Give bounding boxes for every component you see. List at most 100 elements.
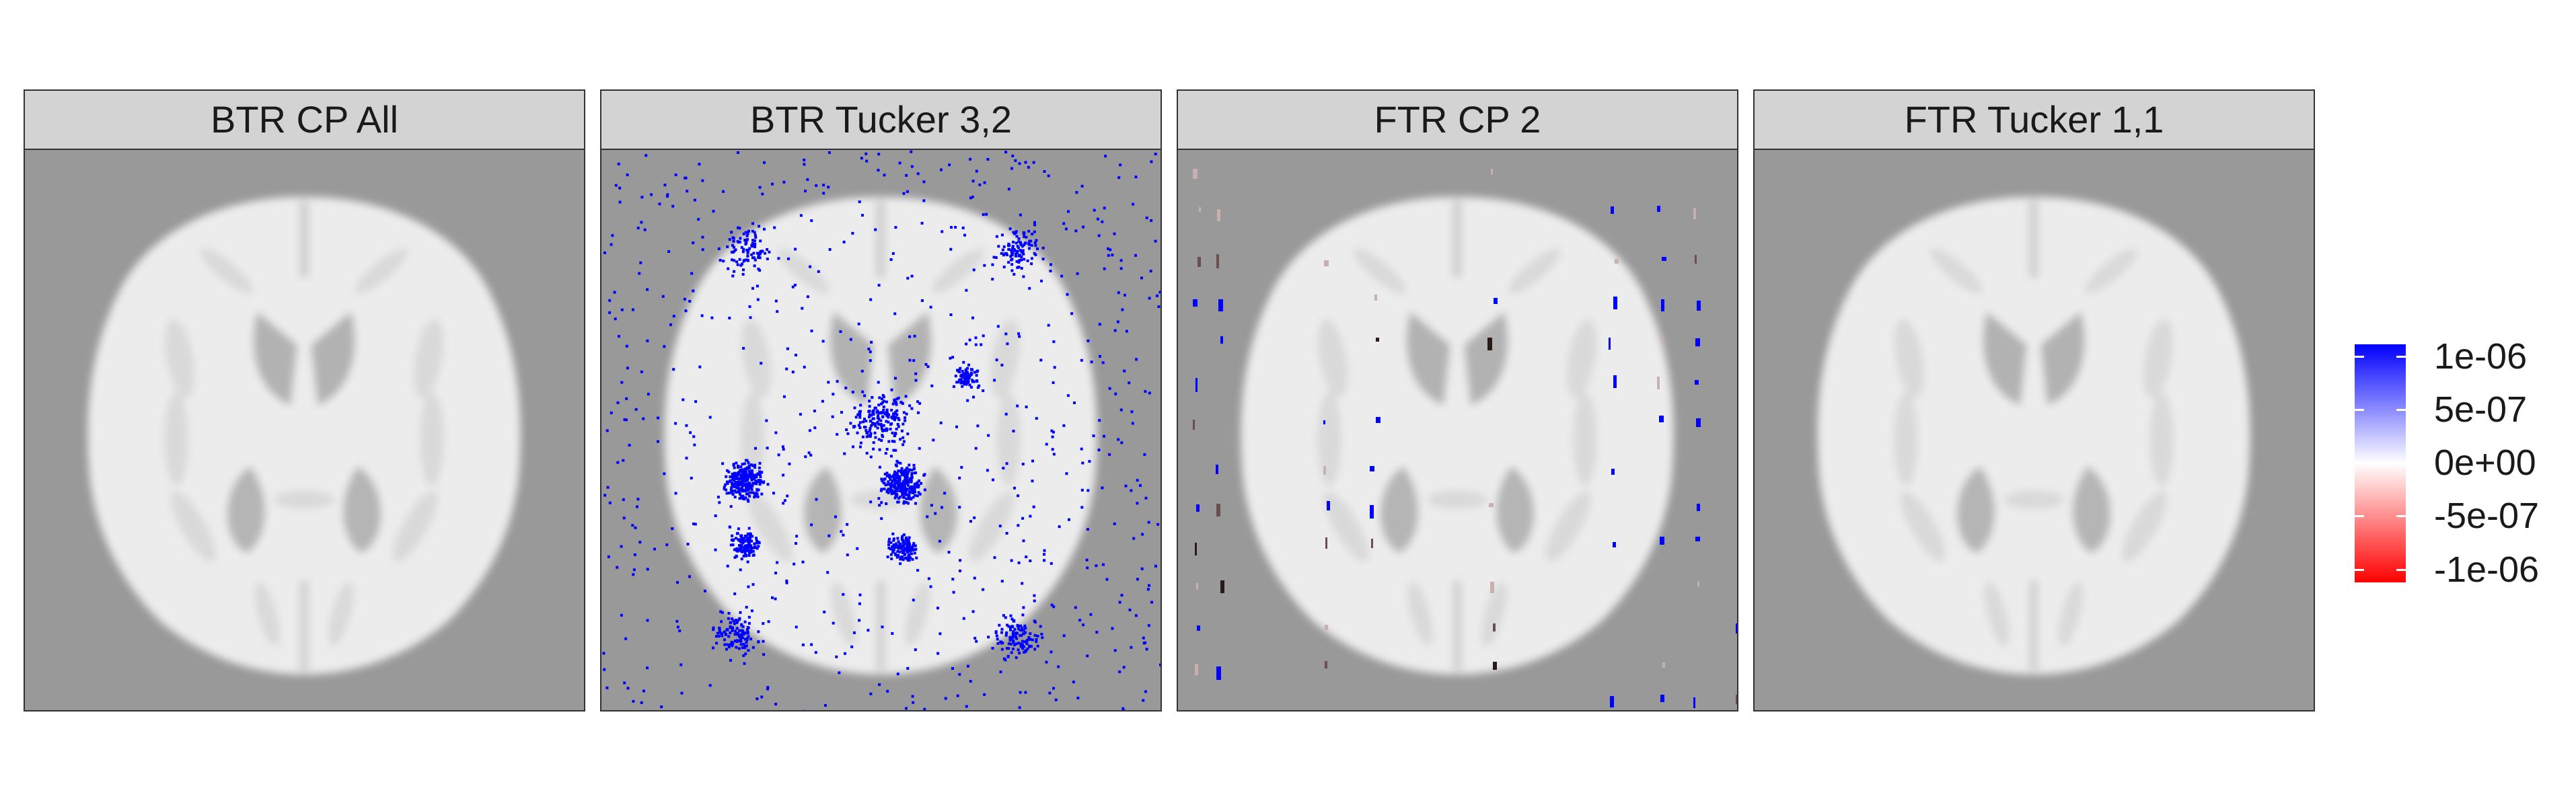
voxel bbox=[908, 404, 912, 408]
voxel bbox=[958, 476, 961, 479]
voxel bbox=[1019, 633, 1022, 637]
voxel bbox=[1374, 295, 1377, 301]
voxel bbox=[874, 424, 877, 428]
voxel bbox=[738, 227, 741, 230]
voxel bbox=[1013, 627, 1017, 631]
voxel bbox=[906, 276, 910, 280]
voxel bbox=[969, 371, 973, 375]
voxel bbox=[725, 648, 728, 651]
voxel bbox=[906, 466, 909, 469]
voxel bbox=[793, 562, 796, 566]
voxel bbox=[858, 200, 861, 204]
voxel bbox=[1072, 681, 1075, 684]
voxel bbox=[740, 477, 743, 480]
voxel bbox=[746, 630, 749, 633]
voxel bbox=[1101, 361, 1105, 364]
voxel bbox=[733, 489, 737, 492]
brain-fissure bbox=[876, 200, 885, 278]
voxel bbox=[1052, 430, 1055, 434]
voxel bbox=[1019, 243, 1023, 246]
voxel bbox=[1001, 642, 1004, 645]
voxel bbox=[752, 252, 756, 255]
voxel bbox=[1085, 558, 1089, 562]
voxel bbox=[726, 564, 729, 568]
brain-ventricle bbox=[887, 311, 932, 406]
brain-sulcus bbox=[2143, 318, 2174, 399]
voxel bbox=[1012, 641, 1015, 644]
voxel bbox=[958, 506, 961, 509]
voxel bbox=[718, 629, 721, 632]
voxel bbox=[902, 533, 906, 537]
voxel bbox=[888, 537, 891, 541]
voxel bbox=[1193, 169, 1198, 179]
voxel bbox=[719, 610, 723, 613]
voxel bbox=[889, 428, 892, 430]
voxel bbox=[912, 599, 915, 602]
voxel bbox=[746, 485, 749, 488]
voxel bbox=[858, 602, 861, 605]
voxel bbox=[1130, 489, 1133, 492]
voxel bbox=[740, 246, 743, 249]
voxel bbox=[675, 619, 679, 623]
voxel bbox=[756, 473, 759, 476]
voxel bbox=[686, 543, 690, 546]
voxel bbox=[950, 226, 953, 229]
voxel bbox=[741, 463, 744, 466]
voxel bbox=[895, 555, 899, 559]
voxel bbox=[993, 379, 996, 382]
voxel bbox=[766, 248, 769, 251]
facet-panel-ftr-cp-2: FTR CP 2 bbox=[1177, 89, 1738, 712]
voxel bbox=[871, 410, 875, 413]
brain-sulcus bbox=[164, 392, 188, 486]
voxel bbox=[914, 379, 918, 382]
voxel bbox=[752, 244, 756, 247]
voxel bbox=[1004, 633, 1008, 637]
voxel bbox=[876, 426, 879, 430]
voxel bbox=[1014, 635, 1017, 638]
voxel bbox=[1195, 664, 1198, 675]
voxel bbox=[661, 295, 665, 298]
voxel bbox=[755, 541, 758, 545]
voxel bbox=[904, 416, 907, 420]
voxel bbox=[1045, 443, 1048, 446]
voxel bbox=[716, 496, 720, 499]
voxel bbox=[1010, 269, 1014, 272]
voxel bbox=[864, 429, 868, 432]
voxel bbox=[955, 381, 959, 384]
voxel bbox=[1049, 270, 1052, 272]
voxel bbox=[729, 505, 733, 508]
voxel bbox=[887, 440, 891, 443]
voxel bbox=[1140, 567, 1144, 570]
voxel bbox=[910, 150, 913, 153]
voxel bbox=[761, 249, 764, 253]
voxel bbox=[947, 551, 951, 554]
voxel bbox=[881, 434, 884, 437]
voxel bbox=[905, 412, 908, 416]
voxel bbox=[1145, 648, 1148, 651]
voxel bbox=[1149, 270, 1152, 273]
voxel bbox=[913, 551, 916, 555]
voxel bbox=[889, 478, 892, 482]
voxel bbox=[723, 487, 726, 490]
brain-ventricle bbox=[1464, 311, 1508, 406]
brain-sulcus bbox=[164, 318, 195, 399]
voxel bbox=[936, 652, 940, 655]
brain-sulcus bbox=[931, 248, 985, 294]
voxel bbox=[878, 412, 881, 415]
voxel bbox=[920, 299, 924, 302]
voxel bbox=[772, 492, 775, 495]
voxel bbox=[764, 252, 766, 255]
facet-title: FTR CP 2 bbox=[1374, 98, 1541, 141]
voxel bbox=[693, 198, 696, 202]
voxel bbox=[899, 562, 902, 566]
voxel bbox=[1060, 274, 1064, 278]
voxel bbox=[1101, 486, 1104, 490]
voxel bbox=[624, 637, 628, 640]
voxel bbox=[1011, 247, 1014, 251]
voxel bbox=[1736, 623, 1737, 633]
brain-sulcus bbox=[831, 581, 856, 647]
voxel bbox=[725, 643, 728, 646]
voxel bbox=[763, 161, 766, 164]
voxel bbox=[885, 400, 888, 404]
voxel bbox=[901, 402, 904, 405]
